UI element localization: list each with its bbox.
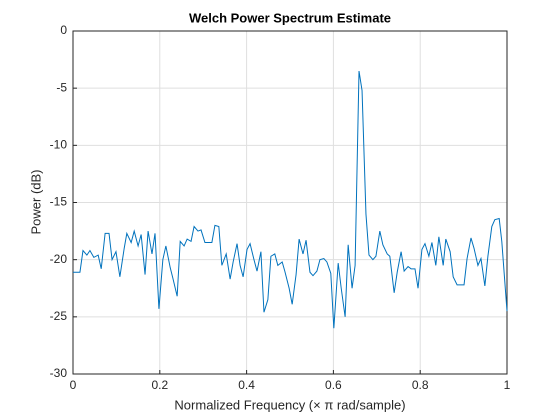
x-tick-label: 0.4 [238, 378, 255, 392]
y-tick-label: -30 [50, 366, 68, 380]
chart-title: Welch Power Spectrum Estimate [189, 10, 391, 25]
y-tick-label: -20 [50, 252, 68, 266]
plot-frame [72, 30, 508, 375]
x-tick-label: 0.6 [325, 378, 342, 392]
y-tick-label: 0 [60, 23, 67, 37]
y-tick-label: -5 [56, 80, 67, 94]
x-tick-label: 1 [504, 378, 511, 392]
x-tick-label: 0 [70, 378, 77, 392]
x-tick-label: 0.8 [412, 378, 429, 392]
x-tick-label: 0.2 [151, 378, 168, 392]
y-tick-label: -15 [50, 195, 68, 209]
y-tick-label: -25 [50, 309, 68, 323]
spectrum-line [73, 70, 508, 329]
y-tick-label: -10 [50, 138, 68, 152]
y-axis-label: Power (dB) [28, 169, 43, 234]
x-axis-label: Normalized Frequency (× π rad/sample) [174, 397, 405, 412]
